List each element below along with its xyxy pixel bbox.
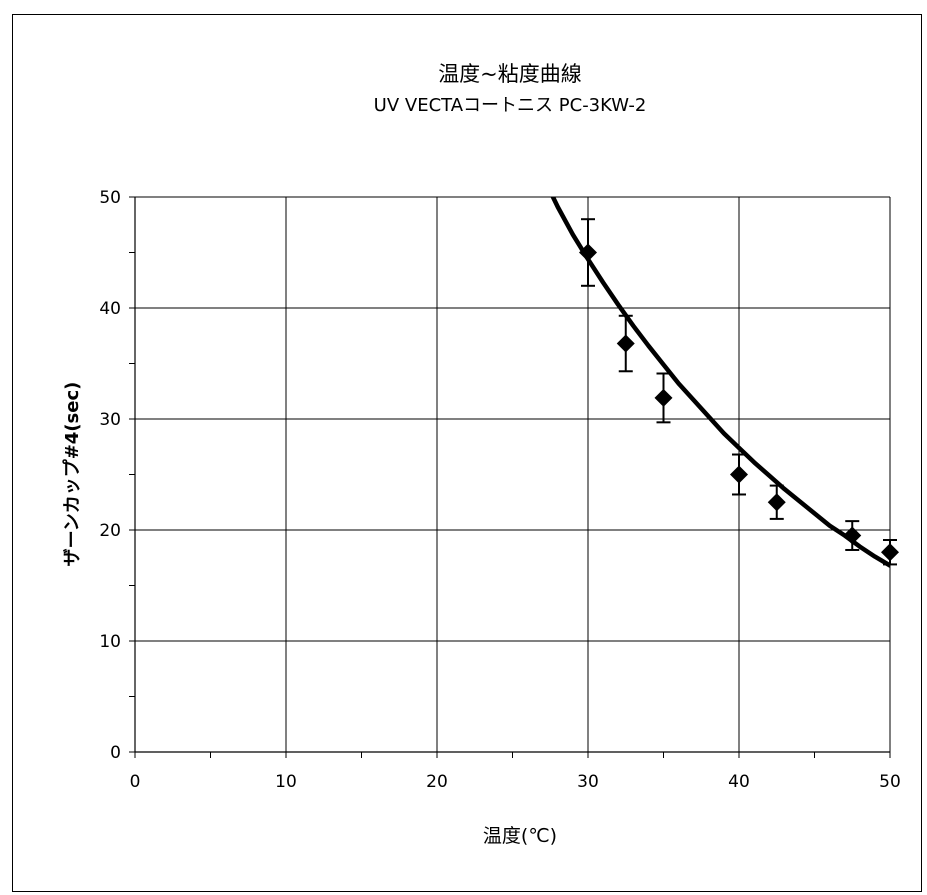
y-tick-label: 30 bbox=[99, 410, 121, 430]
x-tick-label: 20 bbox=[426, 772, 448, 792]
data-point bbox=[579, 243, 597, 262]
x-axis-label: 温度(℃) bbox=[483, 825, 557, 847]
grid-lines bbox=[135, 196, 891, 752]
y-tick-label: 0 bbox=[110, 743, 121, 763]
y-tick-label: 40 bbox=[99, 299, 121, 319]
y-tick-label: 10 bbox=[99, 632, 121, 652]
data-point bbox=[767, 493, 786, 512]
x-tick-label: 30 bbox=[577, 772, 599, 792]
plot-area bbox=[135, 197, 890, 752]
data-point bbox=[730, 465, 748, 484]
x-tick-label: 10 bbox=[275, 772, 297, 792]
y-tick-labels: 0 10 20 30 40 50 bbox=[99, 188, 121, 763]
x-tick-label: 50 bbox=[879, 772, 901, 792]
data-point bbox=[616, 334, 635, 353]
axes bbox=[129, 196, 891, 758]
y-tick-label: 50 bbox=[99, 188, 121, 208]
data-point bbox=[654, 388, 673, 407]
x-tick-label: 0 bbox=[130, 772, 141, 792]
chart-title: 温度~粘度曲線 bbox=[438, 62, 582, 86]
data-point bbox=[843, 526, 862, 545]
chart-subtitle: UV VECTAコートニス PC-3KW-2 bbox=[374, 95, 647, 116]
trend-curve-group bbox=[550, 197, 890, 568]
y-tick-label: 20 bbox=[99, 521, 121, 541]
x-tick-labels: 0 10 20 30 40 50 bbox=[130, 772, 901, 792]
trend-curve bbox=[550, 197, 890, 568]
data-point bbox=[881, 543, 899, 562]
data-points bbox=[579, 218, 899, 566]
y-axis-label: ザーンカップ#4(sec) bbox=[61, 382, 83, 567]
x-tick-label: 40 bbox=[728, 772, 750, 792]
